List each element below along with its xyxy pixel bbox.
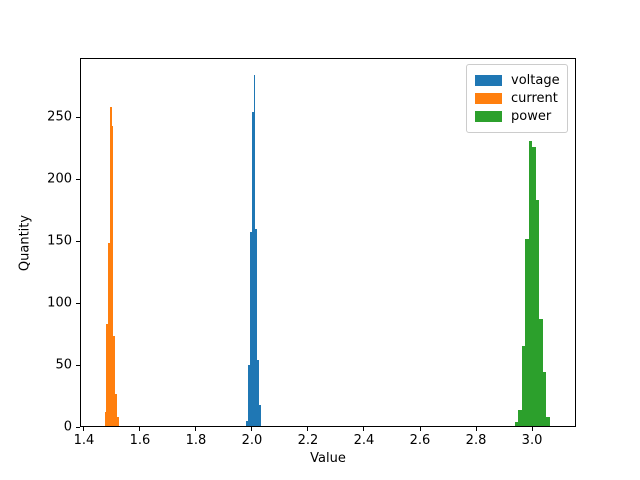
histogram-bar-power (518, 409, 522, 426)
histogram-bar-current (108, 243, 110, 426)
x-axis-tick (475, 427, 477, 431)
y-axis-tick-label: 50 (55, 357, 72, 373)
histogram-bar-power (546, 417, 550, 426)
legend-label: voltage (511, 72, 560, 88)
x-axis-tick-label: 1.8 (185, 433, 207, 448)
histogram-bar-current (117, 417, 119, 426)
x-axis-tick-label: 1.4 (73, 433, 95, 448)
x-axis-tick (307, 427, 309, 431)
histogram-bar-power (525, 238, 529, 426)
legend-item-current: current (475, 89, 558, 107)
x-axis-tick-label: 2.8 (465, 433, 487, 448)
y-axis-tick-label: 0 (63, 419, 72, 435)
x-axis-tick (419, 427, 421, 431)
histogram-bar-power (535, 200, 540, 426)
x-axis-tick (531, 427, 533, 431)
legend: voltage current power (466, 64, 568, 133)
y-axis-tick (76, 178, 80, 180)
legend-swatch-current (475, 92, 502, 104)
y-axis-tick-label: 200 (47, 171, 72, 187)
x-axis-tick-label: 2.4 (353, 433, 375, 448)
histogram-bar-current (115, 393, 118, 426)
x-axis-tick (251, 427, 253, 431)
histogram-bar-power (532, 146, 536, 426)
y-axis-label: Quantity (17, 214, 33, 271)
y-axis-tick (76, 426, 80, 428)
histogram-bar-current (113, 336, 116, 426)
y-axis-tick (76, 116, 80, 118)
histogram-bar-voltage (253, 74, 256, 426)
histogram-bar-power (514, 422, 519, 426)
histogram-bar-power (539, 319, 543, 426)
x-axis-tick-label: 2.6 (409, 433, 431, 448)
histogram-bar-voltage (246, 420, 249, 426)
histogram-bar-power (542, 372, 547, 426)
legend-item-power: power (475, 108, 558, 126)
x-axis-tick (363, 427, 365, 431)
histogram-bar-current (106, 324, 109, 426)
histogram-bar-voltage (258, 404, 261, 426)
histogram-bar-current (111, 125, 114, 426)
x-axis-tick-label: 3.0 (521, 433, 543, 448)
y-axis-tick (76, 302, 80, 304)
histogram-bar-voltage (249, 232, 252, 426)
legend-swatch-voltage (475, 74, 502, 86)
histogram-bar-voltage (251, 112, 254, 426)
x-axis-tick-label: 1.6 (129, 433, 151, 448)
histogram-bar-power (528, 140, 533, 426)
x-axis-tick (195, 427, 197, 431)
x-axis-tick-label: 2.0 (241, 433, 263, 448)
histogram-bar-current (109, 107, 112, 426)
x-axis-label: Value (310, 451, 346, 466)
legend-swatch-power (475, 111, 502, 123)
x-axis-tick (139, 427, 141, 431)
y-axis-tick-label: 150 (47, 233, 72, 249)
y-axis-tick-label: 250 (47, 109, 72, 125)
legend-label: current (511, 90, 558, 106)
histogram-bar-voltage (255, 228, 258, 426)
y-axis-tick-label: 100 (47, 295, 72, 311)
y-axis-tick (76, 240, 80, 242)
histogram-bar-power (521, 346, 526, 426)
x-axis-tick-label: 2.2 (297, 433, 319, 448)
x-axis-tick (83, 427, 85, 431)
legend-label: power (511, 109, 552, 125)
histogram-bar-voltage (257, 360, 259, 426)
histogram-bar-voltage (248, 365, 250, 426)
y-axis-tick (76, 364, 80, 366)
legend-item-voltage: voltage (475, 71, 560, 89)
histogram-bar-current (104, 412, 107, 426)
